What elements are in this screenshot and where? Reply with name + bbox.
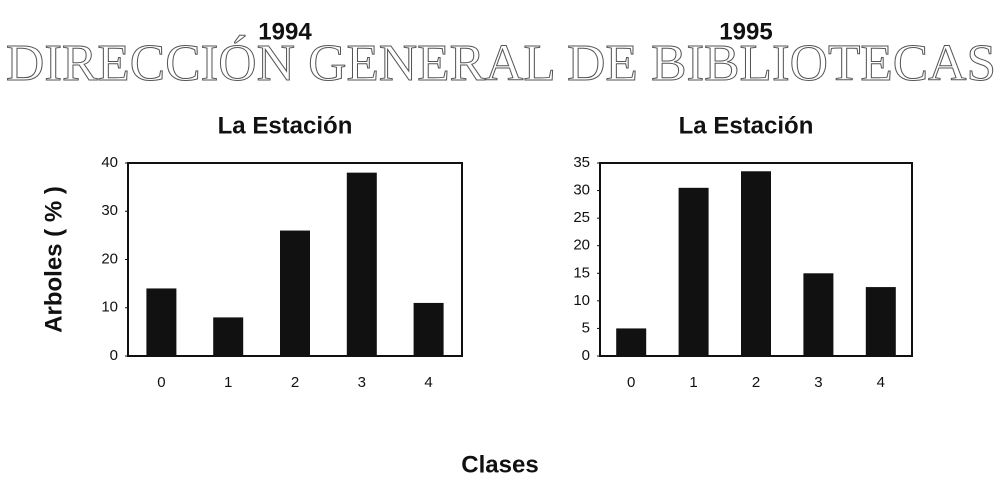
y-tick-label: 30 xyxy=(101,202,118,219)
x-tick-label: 3 xyxy=(814,374,822,391)
x-tick-label: 1 xyxy=(224,374,232,391)
y-tick-label: 15 xyxy=(573,264,590,281)
bar xyxy=(616,328,647,356)
bar xyxy=(678,187,709,356)
bar xyxy=(213,317,244,356)
plot-frame xyxy=(127,162,463,357)
y-tick-label: 25 xyxy=(573,209,590,226)
x-tick-label: 0 xyxy=(627,374,635,391)
plot-frame xyxy=(599,162,913,357)
chart-subtitle: La Estación xyxy=(218,112,353,139)
bar xyxy=(865,287,896,356)
y-tick-label: 0 xyxy=(110,347,118,364)
chart-subtitle: La Estación xyxy=(679,112,814,139)
y-tick-label: 5 xyxy=(582,319,590,336)
bar xyxy=(280,230,310,356)
bar xyxy=(346,172,377,356)
x-tick-label: 4 xyxy=(877,374,885,391)
y-tick-label: 20 xyxy=(101,250,118,267)
x-tick-label: 2 xyxy=(291,374,299,391)
y-axis-label: Arboles ( % ) xyxy=(40,186,67,333)
y-tick-label: 35 xyxy=(573,154,590,171)
bar xyxy=(741,171,771,356)
y-tick-label: 40 xyxy=(101,154,118,171)
x-tick-label: 3 xyxy=(358,374,366,391)
x-tick-label: 2 xyxy=(752,374,760,391)
y-tick-label: 10 xyxy=(573,292,590,309)
x-axis-label: Clases xyxy=(461,451,538,478)
x-tick-label: 0 xyxy=(157,374,165,391)
x-tick-label: 1 xyxy=(689,374,697,391)
y-tick-label: 10 xyxy=(101,299,118,316)
bar xyxy=(146,288,177,356)
chart-title: 1994 xyxy=(258,18,312,45)
bar xyxy=(803,273,834,356)
x-tick-label: 4 xyxy=(424,374,432,391)
y-tick-label: 30 xyxy=(573,182,590,199)
chart-title: 1995 xyxy=(719,18,772,45)
y-tick-label: 0 xyxy=(582,347,590,364)
watermark: DIRECCIÓN GENERAL DE BIBLIOTECAS xyxy=(6,34,996,92)
y-tick-label: 20 xyxy=(573,237,590,254)
bar xyxy=(413,302,444,356)
